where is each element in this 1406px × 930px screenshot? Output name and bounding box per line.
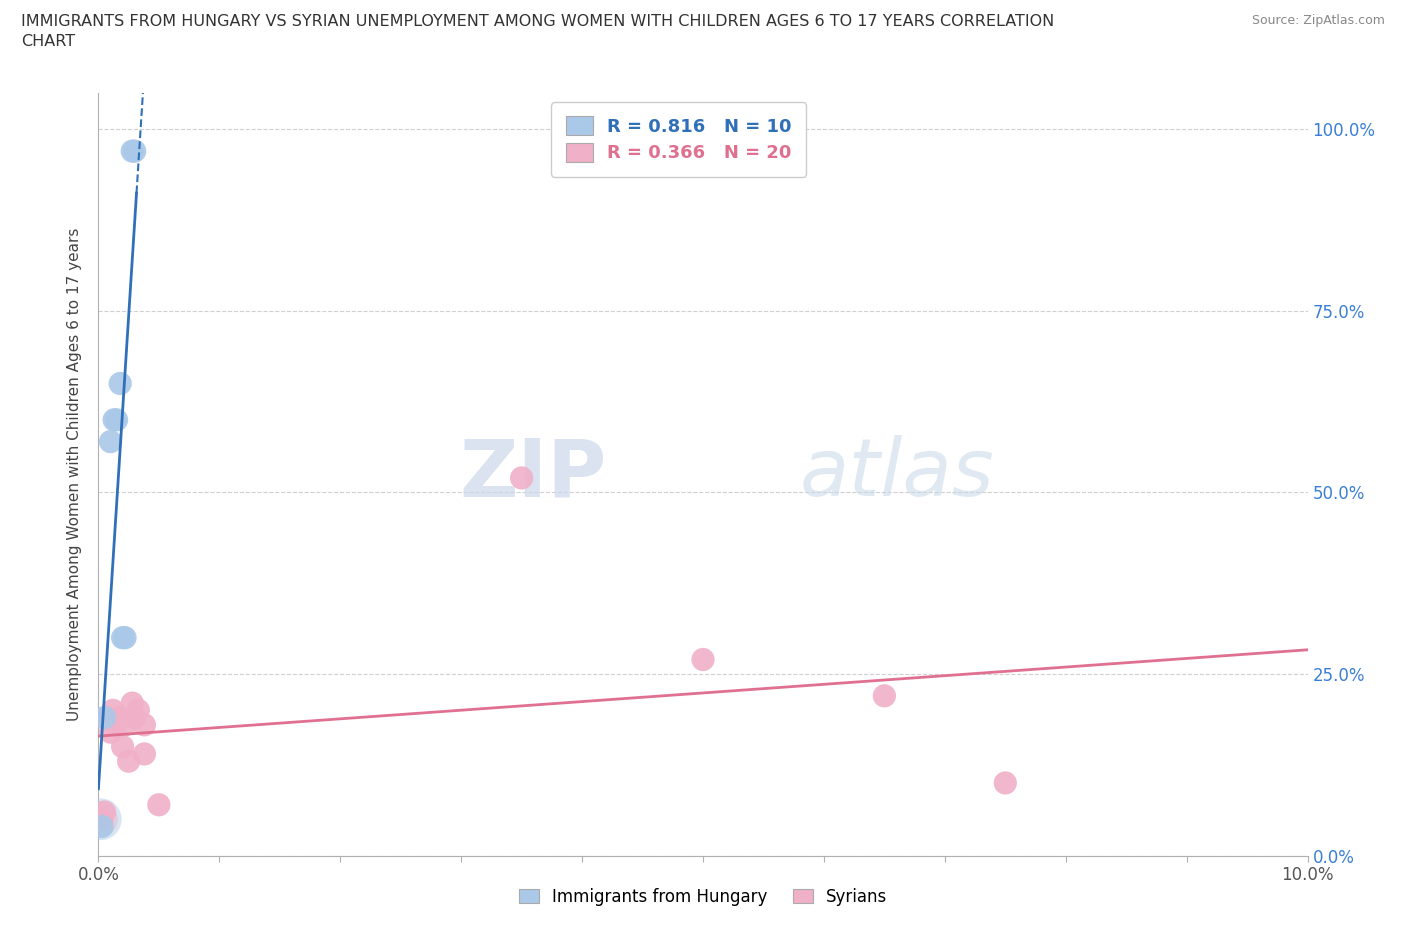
Point — [994, 776, 1017, 790]
Point — [100, 724, 122, 739]
Point — [93, 804, 115, 819]
Text: atlas: atlas — [800, 435, 994, 513]
Point — [114, 631, 136, 645]
Point — [148, 797, 170, 812]
Point — [114, 717, 136, 732]
Point — [111, 739, 134, 754]
Point — [105, 412, 128, 427]
Point — [90, 812, 112, 827]
Point — [124, 711, 146, 725]
Text: ZIP: ZIP — [458, 435, 606, 513]
Text: CHART: CHART — [21, 34, 75, 49]
Point — [108, 711, 131, 725]
Point — [121, 143, 143, 158]
Point — [93, 711, 115, 725]
Text: IMMIGRANTS FROM HUNGARY VS SYRIAN UNEMPLOYMENT AMONG WOMEN WITH CHILDREN AGES 6 : IMMIGRANTS FROM HUNGARY VS SYRIAN UNEMPL… — [21, 14, 1054, 29]
Text: Source: ZipAtlas.com: Source: ZipAtlas.com — [1251, 14, 1385, 27]
Point — [101, 703, 124, 718]
Point — [91, 819, 114, 834]
Point — [90, 812, 112, 827]
Y-axis label: Unemployment Among Women with Children Ages 6 to 17 years: Unemployment Among Women with Children A… — [67, 228, 83, 721]
Point — [111, 631, 134, 645]
Point — [100, 434, 122, 449]
Point — [873, 688, 896, 703]
Point — [96, 711, 118, 725]
Legend: R = 0.816   N = 10, R = 0.366   N = 20: R = 0.816 N = 10, R = 0.366 N = 20 — [551, 102, 806, 177]
Point — [510, 471, 533, 485]
Point — [91, 812, 114, 827]
Point — [134, 747, 156, 762]
Point — [124, 143, 146, 158]
Point — [108, 376, 131, 391]
Point — [103, 412, 125, 427]
Point — [134, 717, 156, 732]
Point — [692, 652, 714, 667]
Point — [121, 696, 143, 711]
Point — [127, 703, 149, 718]
Point — [104, 717, 127, 732]
Legend: Immigrants from Hungary, Syrians: Immigrants from Hungary, Syrians — [512, 881, 894, 912]
Point — [118, 753, 141, 768]
